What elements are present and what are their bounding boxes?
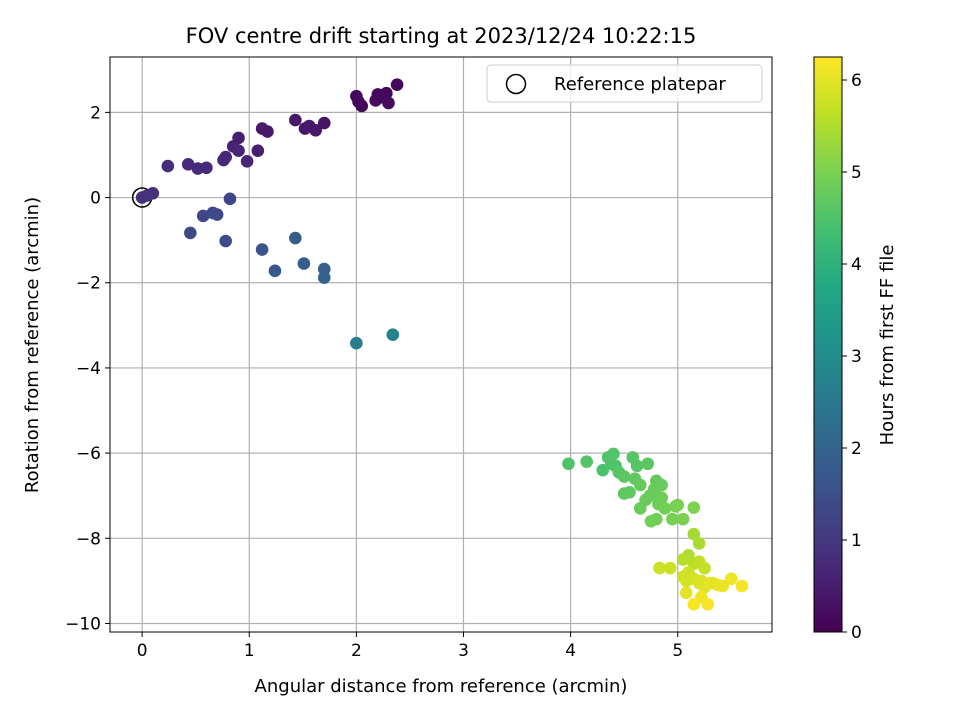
data-point xyxy=(701,598,715,611)
data-point xyxy=(382,96,395,110)
data-point xyxy=(289,231,302,245)
data-point xyxy=(633,478,647,492)
data-point xyxy=(580,455,593,468)
data-point xyxy=(200,161,213,175)
data-point xyxy=(297,257,311,270)
data-point xyxy=(658,502,672,515)
data-point xyxy=(562,457,575,471)
data-point xyxy=(251,144,265,158)
data-point xyxy=(663,561,677,575)
data-point xyxy=(350,336,363,350)
data-point xyxy=(380,86,393,100)
colorbar-tick-label: 6 xyxy=(851,71,862,91)
data-point xyxy=(196,209,210,223)
data-point xyxy=(210,208,224,221)
data-point xyxy=(630,459,644,473)
data-point xyxy=(680,586,693,600)
data-point xyxy=(666,512,679,526)
data-point xyxy=(676,553,690,566)
y-tick-label: 0 xyxy=(90,189,101,209)
data-point xyxy=(181,158,195,171)
data-points xyxy=(135,78,749,611)
colorbar-tick-label: 2 xyxy=(851,439,862,459)
colorbar-tick-label: 5 xyxy=(851,163,862,183)
data-point xyxy=(223,192,237,206)
data-point xyxy=(161,159,175,173)
data-point xyxy=(261,125,274,138)
legend-box xyxy=(486,64,763,103)
y-tick-label: −8 xyxy=(76,529,101,549)
data-point xyxy=(355,99,369,113)
colorbar-tick-label: 1 xyxy=(851,531,862,551)
data-point xyxy=(687,527,701,541)
data-point xyxy=(671,498,685,512)
x-tick-label: 3 xyxy=(458,641,469,661)
colorbar xyxy=(813,56,843,633)
y-axis-ticks: −10 −8 −6 −4 −2 0 2 xyxy=(65,103,110,634)
y-tick-label: −10 xyxy=(65,614,101,634)
data-point xyxy=(390,78,404,91)
legend-label: Reference platepar xyxy=(554,74,726,95)
plot-area xyxy=(110,57,772,632)
data-point xyxy=(650,512,663,526)
y-tick-label: −4 xyxy=(76,359,101,379)
data-point xyxy=(735,579,749,593)
legend: Reference platepar xyxy=(486,64,763,103)
y-tick-label: 2 xyxy=(90,103,101,123)
data-point xyxy=(655,478,668,492)
data-point xyxy=(317,116,331,130)
data-point xyxy=(240,155,254,168)
y-tick-label: −6 xyxy=(76,444,101,464)
colorbar-label: Hours from first FF file xyxy=(877,245,898,446)
y-tick-label: −2 xyxy=(76,274,101,294)
data-point xyxy=(623,485,636,499)
data-point xyxy=(653,561,666,575)
y-axis-label: Rotation from reference (arcmin) xyxy=(22,197,43,493)
data-point xyxy=(596,463,610,477)
x-tick-label: 4 xyxy=(565,641,576,661)
data-point xyxy=(232,144,245,158)
data-point xyxy=(724,572,738,586)
colorbar-tick-label: 3 xyxy=(851,347,862,367)
data-point xyxy=(289,113,302,127)
data-point xyxy=(692,537,706,550)
colorbar-ticks: 0 1 2 3 4 5 6 xyxy=(842,71,862,643)
data-point xyxy=(676,512,690,526)
data-point xyxy=(698,561,711,575)
data-point xyxy=(687,501,701,514)
data-point xyxy=(232,131,245,145)
plot-frame xyxy=(109,56,773,633)
x-axis-ticks: 0 1 2 3 4 5 xyxy=(137,632,683,661)
data-point xyxy=(655,491,668,505)
legend-marker xyxy=(505,73,527,95)
data-point xyxy=(607,447,620,461)
data-point xyxy=(309,123,322,137)
x-tick-label: 0 xyxy=(137,641,148,661)
data-point xyxy=(716,579,730,593)
data-point xyxy=(317,271,331,284)
data-point xyxy=(219,234,232,248)
data-point xyxy=(687,598,701,611)
x-tick-label: 2 xyxy=(351,641,362,661)
data-point xyxy=(219,150,232,164)
x-tick-label: 1 xyxy=(244,641,255,661)
chart-title: FOV centre drift starting at 2023/12/24 … xyxy=(186,24,697,48)
data-point xyxy=(255,243,269,256)
data-point xyxy=(641,457,655,471)
data-point xyxy=(386,328,400,342)
colorbar-tick-label: 0 xyxy=(851,623,862,643)
data-point xyxy=(184,226,197,240)
colorbar-tick-label: 4 xyxy=(851,255,862,275)
data-point xyxy=(617,470,631,483)
data-point xyxy=(146,186,160,200)
x-axis-label: Angular distance from reference (arcmin) xyxy=(255,676,628,697)
data-point xyxy=(268,264,282,278)
x-tick-label: 5 xyxy=(672,641,683,661)
